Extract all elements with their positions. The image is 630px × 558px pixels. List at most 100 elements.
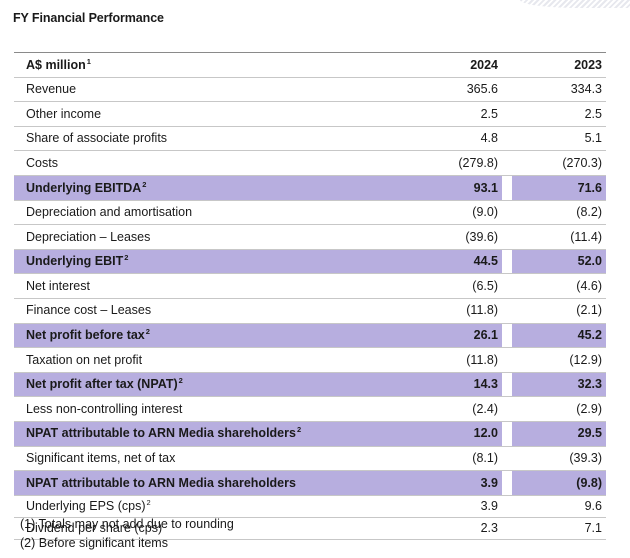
value-2024: (2.4)	[408, 396, 502, 422]
table-body: Revenue 365.6 334.3 Other income 2.5 2.5 Share…	[14, 76, 606, 540]
row-label-cell: Dividend per share (cps)	[14, 516, 408, 540]
table-row: Dividend per share (cps) 2.3 7.1	[14, 516, 606, 540]
row-label-cell: Underlying EPS (cps)2	[14, 494, 408, 518]
row-footnote-marker: 2	[124, 253, 129, 263]
value-2024: (11.8)	[408, 297, 502, 324]
value-2023: 2.5	[512, 101, 606, 127]
table-row-highlighted: Net profit before tax2 26.1 45.2	[14, 322, 606, 348]
row-label: Finance cost – Leases	[26, 303, 152, 318]
row-label: Net profit after tax (NPAT)	[26, 377, 178, 392]
table-row: Net interest (6.5) (4.6)	[14, 273, 606, 299]
column-gap	[502, 347, 512, 373]
value-2024: 3.9	[408, 494, 502, 518]
footnotes: (1) Totals may not add due to rounding (…	[20, 515, 234, 553]
table-row: Revenue 365.6 334.3	[14, 76, 606, 102]
row-label: Significant items, net of tax	[26, 451, 176, 466]
row-label: Dividend per share (cps)	[26, 520, 163, 535]
row-label: Depreciation and amortisation	[26, 205, 193, 220]
row-label: NPAT attributable to ARN Media sharehold…	[26, 426, 296, 441]
value-2023: (8.2)	[512, 199, 606, 225]
table-row: Significant items, net of tax (8.1) (39.3)	[14, 445, 606, 471]
value-2023: 52.0	[512, 248, 606, 274]
row-label: Other income	[26, 106, 102, 121]
table-row-highlighted: Underlying EBIT2 44.5 52.0	[14, 248, 606, 274]
column-gap	[502, 199, 512, 225]
table-header-row: A$ million1 2024 2023	[14, 52, 606, 78]
column-gap	[502, 248, 512, 274]
value-2024: 26.1	[408, 322, 502, 348]
row-label: Underlying EPS (cps)	[26, 498, 146, 513]
column-gap	[502, 76, 512, 102]
row-label-cell: Net profit before tax2	[14, 322, 408, 348]
table-row: Depreciation – Leases (39.6) (11.4)	[14, 224, 606, 250]
column-gap	[502, 371, 512, 397]
column-gap	[502, 396, 512, 422]
header-label-cell: A$ million1	[14, 52, 408, 78]
row-label: Less non-controlling interest	[26, 401, 183, 416]
table-row: Other income 2.5 2.5	[14, 101, 606, 127]
row-label: Revenue	[26, 82, 77, 97]
row-label: Taxation on net profit	[26, 352, 143, 367]
value-2023: (2.1)	[512, 297, 606, 324]
value-2024: 3.9	[408, 470, 502, 496]
value-2023: (11.4)	[512, 224, 606, 250]
value-2024: 12.0	[408, 420, 502, 446]
row-label-cell: NPAT attributable to ARN Media sharehold…	[14, 470, 408, 496]
value-2023: (12.9)	[512, 347, 606, 373]
table-row: Costs (279.8) (270.3)	[14, 150, 606, 176]
header-footnote-marker: 1	[86, 56, 91, 66]
footnote-1: (1) Totals may not add due to rounding	[20, 517, 234, 531]
value-2024: (8.1)	[408, 445, 502, 471]
column-gap	[502, 150, 512, 176]
corner-decoration	[520, 0, 630, 8]
row-label: NPAT attributable to ARN Media sharehold…	[26, 475, 296, 490]
row-label-cell: Net profit after tax (NPAT)2	[14, 371, 408, 397]
table-row: Underlying EPS (cps)2 3.9 9.6	[14, 494, 606, 518]
table-row: Finance cost – Leases (11.8) (2.1)	[14, 297, 606, 324]
column-gap	[502, 445, 512, 471]
column-gap	[502, 273, 512, 299]
value-2023: 9.6	[512, 494, 606, 518]
row-footnote-marker: 2	[178, 376, 183, 386]
value-2023: 5.1	[512, 125, 606, 151]
value-2023: (9.8)	[512, 470, 606, 496]
table-row-highlighted: NPAT attributable to ARN Media sharehold…	[14, 470, 606, 496]
header-year-2024: 2024	[408, 52, 502, 78]
row-label: Underlying EBITDA	[26, 180, 142, 195]
value-2024: (6.5)	[408, 273, 502, 299]
column-gap	[502, 297, 512, 324]
row-label-cell: Depreciation and amortisation	[14, 199, 408, 225]
header-year-2023: 2023	[512, 52, 606, 78]
column-gap	[502, 516, 512, 540]
row-footnote-marker: 2	[296, 425, 302, 435]
value-2023: 29.5	[512, 420, 606, 446]
value-2023: (4.6)	[512, 273, 606, 299]
row-label-cell: Revenue	[14, 76, 408, 102]
value-2023: 334.3	[512, 76, 606, 102]
value-2024: 365.6	[408, 76, 502, 102]
row-footnote-marker: 2	[146, 497, 151, 507]
row-label-cell: Taxation on net profit	[14, 347, 408, 373]
column-gap	[502, 420, 512, 446]
value-2024: 2.3	[408, 516, 502, 540]
table-row: Taxation on net profit (11.8) (12.9)	[14, 347, 606, 373]
row-label-cell: Share of associate profits	[14, 125, 408, 151]
value-2023: 32.3	[512, 371, 606, 397]
value-2024: 44.5	[408, 248, 502, 274]
column-gap	[502, 470, 512, 496]
value-2023: (2.9)	[512, 396, 606, 422]
header-label: A$ million	[26, 57, 86, 72]
row-label: Depreciation – Leases	[26, 229, 151, 244]
row-label-cell: Costs	[14, 150, 408, 176]
row-footnote-marker: 2	[142, 179, 147, 189]
row-label-cell: Net interest	[14, 273, 408, 299]
table-row-highlighted: NPAT attributable to ARN Media sharehold…	[14, 420, 606, 446]
table-row: Less non-controlling interest (2.4) (2.9)	[14, 396, 606, 422]
row-footnote-marker: 2	[145, 327, 150, 337]
row-label-cell: Less non-controlling interest	[14, 396, 408, 422]
value-2023: 45.2	[512, 322, 606, 348]
value-2024: (11.8)	[408, 347, 502, 373]
table-row-highlighted: Net profit after tax (NPAT)2 14.3 32.3	[14, 371, 606, 397]
value-2024: (39.6)	[408, 224, 502, 250]
table-row: Share of associate profits 4.8 5.1	[14, 125, 606, 151]
